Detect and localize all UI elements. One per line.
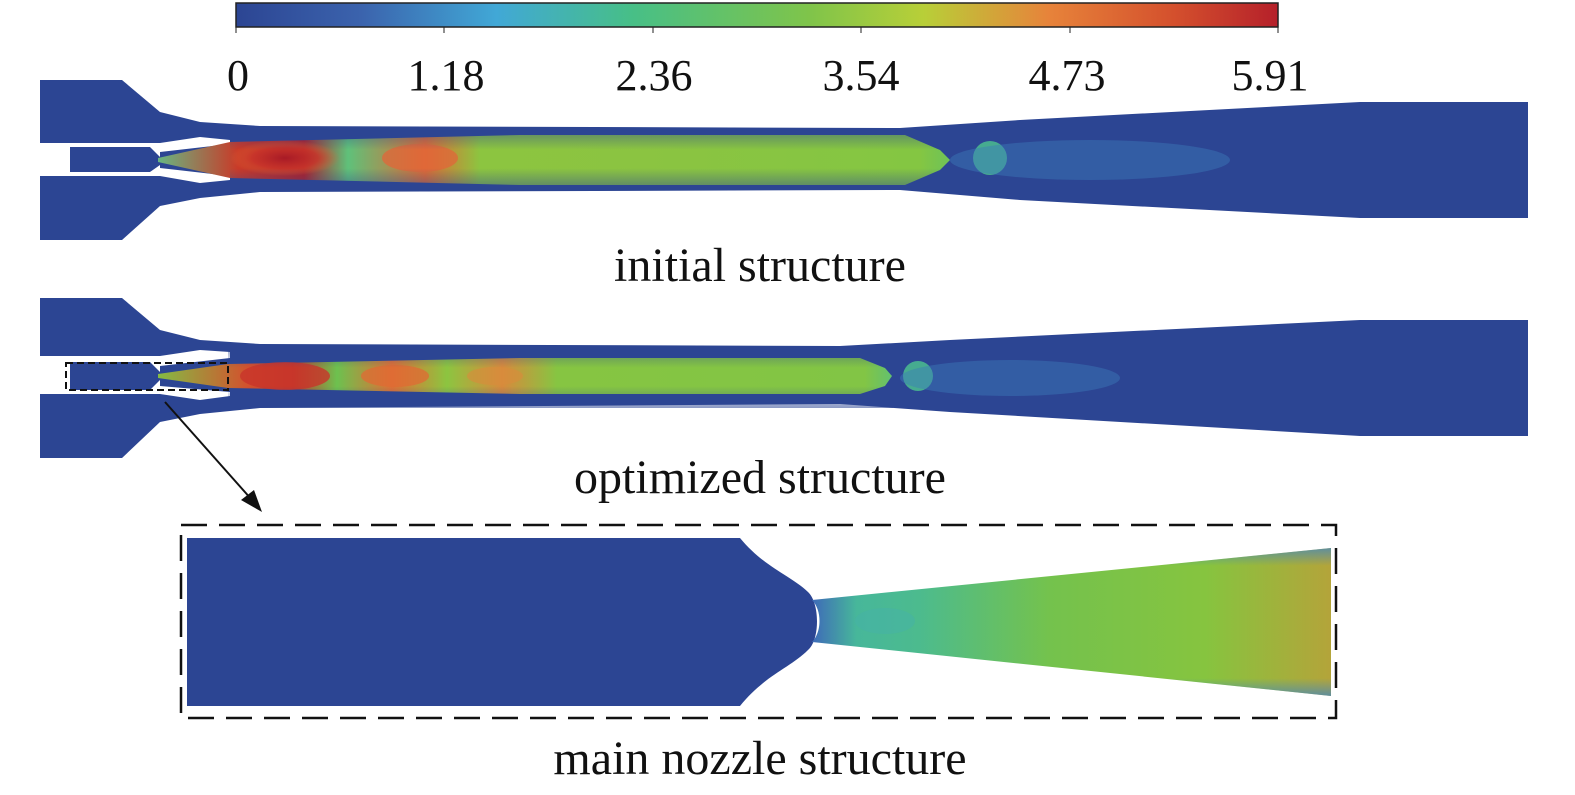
optimized-shock-cell [903,361,933,391]
zoom-nozzle-body [187,538,817,706]
initial-jet-edge [230,128,950,190]
colorbar-tick-label: 5.91 [1231,51,1309,100]
zoom-arrow [164,401,262,512]
optimized-jet-edge [228,346,893,408]
colorbar-tick-label: 1.18 [407,51,485,100]
zoom-jet-edges [812,548,1331,696]
zoom-panel [179,523,1338,720]
zoom-throat-cell [855,608,915,634]
initial-structure-contour [40,80,1528,240]
caption-optimized-structure: optimized structure [574,451,946,504]
caption-main-nozzle-structure: main nozzle structure [553,732,967,785]
initial-shock-cell [973,141,1007,175]
arrow-head [241,490,262,512]
optimized-structure-contour [40,298,1528,458]
initial-diffuser-fade [950,140,1230,180]
colorbar-gradient [235,2,1279,28]
caption-initial-structure: initial structure [614,239,906,292]
colorbar-tick-label: 4.73 [1028,51,1106,100]
colorbar [235,2,1279,33]
optimized-primary-nozzle [70,362,160,390]
colorbar-tick-label: 0 [227,51,249,100]
colorbar-tick-label: 2.36 [615,51,693,100]
initial-primary-nozzle [70,147,160,172]
colorbar-tick-label: 3.54 [822,51,900,100]
colorbar-ticks [235,27,1279,33]
zoom-frame [179,523,1338,720]
initial-gap [40,137,230,183]
optimized-diffuser-fade [900,360,1120,396]
highlight-box [65,362,229,391]
